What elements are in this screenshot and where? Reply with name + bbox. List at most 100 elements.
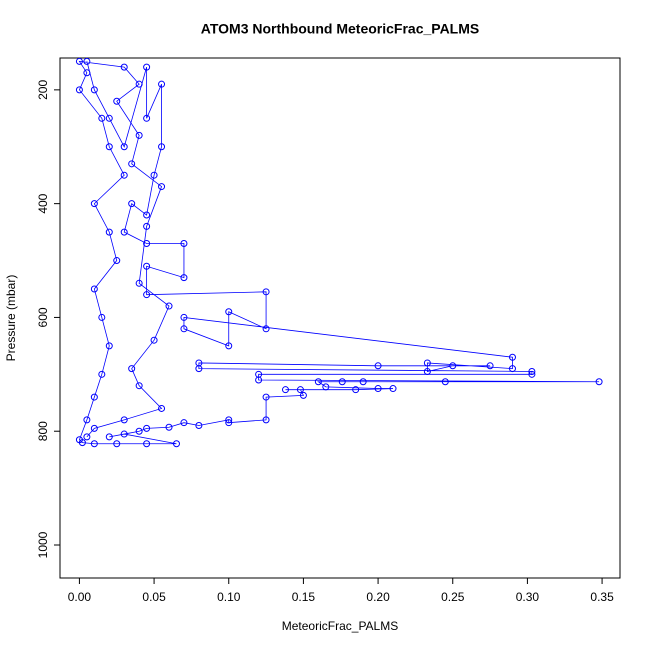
data-point	[389, 385, 397, 393]
chart-title: ATOM3 Northbound MeteoricFrac_PALMS	[201, 21, 479, 37]
data-point	[262, 416, 270, 424]
data-point	[180, 274, 188, 282]
data-point	[262, 288, 270, 296]
y-tick-label: 400	[36, 193, 50, 213]
data-point	[299, 391, 307, 399]
data-point	[225, 342, 233, 350]
data-point	[322, 383, 330, 391]
data-point	[180, 313, 188, 321]
data-point	[90, 424, 98, 432]
data-point	[90, 393, 98, 401]
x-tick-label: 0.20	[366, 590, 390, 604]
data-point	[90, 86, 98, 94]
data-point	[195, 422, 203, 430]
data-point	[128, 200, 136, 208]
data-point	[150, 336, 158, 344]
data-point	[105, 342, 113, 350]
data-point	[75, 57, 83, 65]
data-point	[423, 367, 431, 375]
data-point	[143, 239, 151, 247]
data-point	[143, 63, 151, 71]
plot-frame	[59, 57, 621, 579]
data-point	[143, 114, 151, 122]
data-point	[158, 183, 166, 191]
data-point	[120, 416, 128, 424]
x-tick-label: 0.25	[441, 590, 465, 604]
data-point	[262, 393, 270, 401]
data-point	[120, 143, 128, 151]
data-point	[105, 228, 113, 236]
data-point	[105, 143, 113, 151]
data-point	[528, 367, 536, 375]
data-point	[423, 359, 431, 367]
data-point	[486, 362, 494, 370]
data-point	[180, 239, 188, 247]
data-point	[338, 378, 346, 386]
data-point	[262, 325, 270, 333]
data-point	[120, 430, 128, 438]
data-point	[180, 325, 188, 333]
data-point	[352, 386, 360, 394]
data-point	[135, 80, 143, 88]
data-point	[441, 378, 449, 386]
data-point	[90, 440, 98, 448]
data-point	[143, 222, 151, 230]
data-point	[98, 370, 106, 378]
data-point	[281, 386, 289, 394]
data-point	[135, 131, 143, 139]
data-point	[143, 440, 151, 448]
data-point	[120, 63, 128, 71]
y-tick-label: 800	[36, 421, 50, 441]
data-point	[75, 436, 83, 444]
data-point	[98, 313, 106, 321]
data-point	[314, 378, 322, 386]
data-point	[83, 433, 91, 441]
data-point	[143, 262, 151, 270]
data-point	[225, 416, 233, 424]
data-point	[113, 440, 121, 448]
data-point	[120, 228, 128, 236]
data-point	[83, 69, 91, 77]
data-point	[180, 419, 188, 427]
data-point	[165, 302, 173, 310]
y-axis-label: Pressure (mbar)	[4, 275, 18, 362]
data-point	[75, 86, 83, 94]
x-tick-label: 0.00	[68, 590, 92, 604]
data-point	[128, 160, 136, 168]
data-point	[143, 424, 151, 432]
data-point	[113, 257, 121, 265]
x-tick-label: 0.05	[142, 590, 166, 604]
x-tick-label: 0.10	[217, 590, 241, 604]
x-tick-label: 0.35	[590, 590, 614, 604]
data-point	[135, 279, 143, 287]
data-point	[105, 433, 113, 441]
data-point	[98, 114, 106, 122]
x-tick-label: 0.15	[292, 590, 316, 604]
data-point	[449, 362, 457, 370]
data-point	[113, 97, 121, 105]
y-tick-label: 200	[36, 80, 50, 100]
data-line	[78, 60, 600, 445]
data-point	[158, 404, 166, 412]
y-tick-label: 1000	[36, 531, 50, 558]
y-tick-label: 600	[36, 307, 50, 327]
data-point	[374, 362, 382, 370]
data-point	[83, 57, 91, 65]
data-point	[296, 386, 304, 394]
data-point	[105, 114, 113, 122]
data-point	[143, 211, 151, 219]
data-point	[135, 427, 143, 435]
data-point	[158, 143, 166, 151]
data-point	[359, 378, 367, 386]
data-point	[90, 285, 98, 293]
data-point	[225, 419, 233, 427]
x-axis-label: MeteoricFrac_PALMS	[282, 619, 398, 633]
data-point	[508, 365, 516, 373]
data-point	[120, 171, 128, 179]
data-point	[165, 423, 173, 431]
data-point	[158, 80, 166, 88]
data-point	[374, 385, 382, 393]
data-point	[172, 440, 180, 448]
data-point	[195, 365, 203, 373]
